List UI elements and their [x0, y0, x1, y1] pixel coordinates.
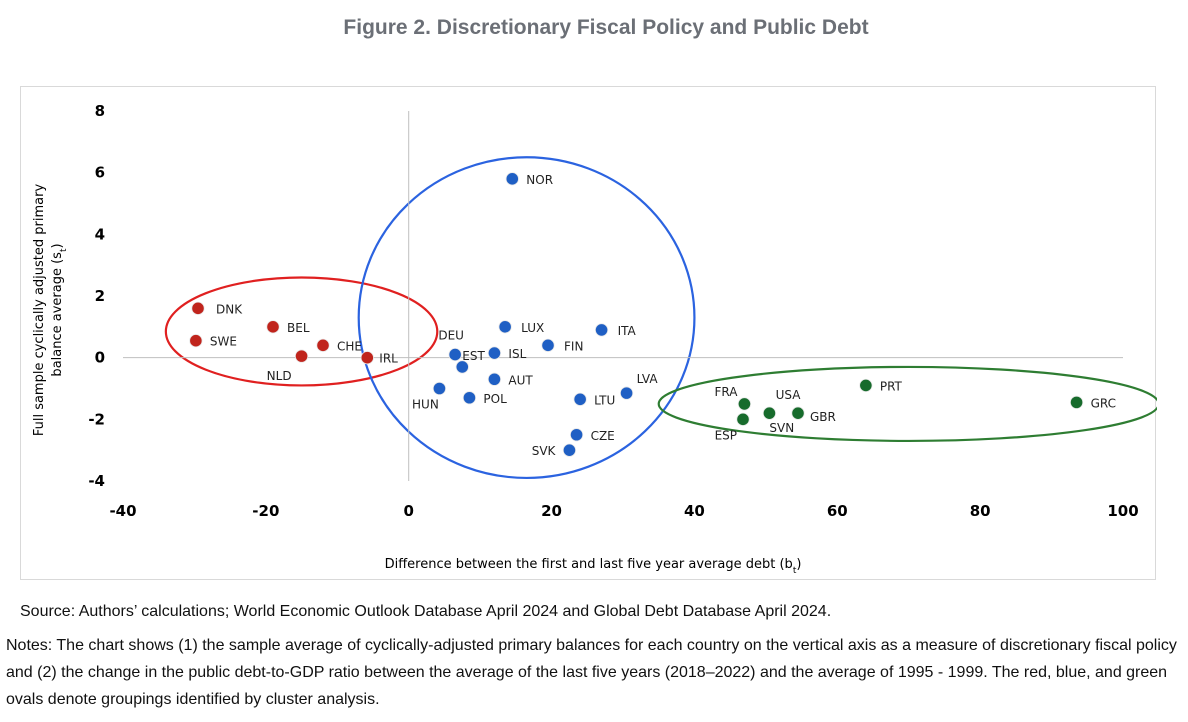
point-label-irl: IRL: [379, 352, 398, 366]
x-tick-label: -40: [109, 502, 136, 520]
point-label-ltu: LTU: [594, 393, 615, 407]
point-hun: [432, 381, 447, 396]
x-tick-label: 60: [827, 502, 848, 520]
point-swe: [189, 334, 203, 348]
cluster-ring-blue: [357, 156, 696, 480]
y-tick-label: -4: [88, 472, 105, 490]
point-pol: [462, 391, 477, 405]
cluster-ring-green: [657, 365, 1157, 443]
y-axis-label-line2: balance average (st): [50, 243, 69, 376]
point-label-pol: POL: [483, 392, 507, 406]
point-label-ita: ITA: [618, 324, 637, 338]
point-irl: [360, 351, 374, 365]
point-label-hun: HUN: [412, 398, 439, 412]
y-tick-label: 6: [95, 164, 105, 182]
point-label-svn: SVN: [769, 421, 794, 435]
point-deu: [448, 347, 462, 362]
point-lva: [619, 386, 634, 400]
source-note: Source: Authors’ calculations; World Eco…: [20, 603, 832, 620]
y-axis-label-sub: t: [59, 248, 69, 252]
y-tick-label: 2: [95, 287, 105, 305]
point-label-esp: ESP: [715, 428, 737, 442]
x-tick-label: 100: [1107, 502, 1138, 520]
y-tick-label: 8: [95, 102, 105, 120]
point-label-lux: LUX: [521, 321, 544, 335]
x-tick-label: 20: [541, 502, 562, 520]
point-che: [316, 338, 330, 352]
point-label-isl: ISL: [508, 347, 526, 361]
x-tick-label: 80: [970, 502, 991, 520]
point-grc: [1069, 395, 1084, 409]
point-lux: [498, 320, 512, 334]
point-aut: [487, 372, 502, 386]
point-ita: [594, 323, 609, 337]
point-isl: [487, 346, 502, 360]
point-label-lva: LVA: [637, 372, 659, 386]
y-tick-label: 4: [95, 225, 105, 243]
x-tick-label: -20: [252, 502, 279, 520]
cluster-ring-red: [164, 276, 439, 387]
y-axis-label-line1: Full sample cyclically adjusted primary: [32, 184, 47, 437]
point-svk: [562, 443, 577, 457]
point-est: [455, 360, 469, 374]
point-gbr: [791, 406, 805, 420]
point-bel: [266, 320, 280, 334]
point-label-fra: FRA: [714, 385, 738, 399]
y-tick-label: -2: [88, 410, 105, 428]
point-label-aut: AUT: [508, 373, 533, 387]
point-label-nld: NLD: [267, 369, 292, 383]
point-label-dnk: DNK: [216, 302, 243, 316]
point-cze: [569, 428, 584, 442]
point-svn: [762, 406, 777, 420]
chart-title: Figure 2. Discretionary Fiscal Policy an…: [343, 16, 869, 39]
point-ltu: [573, 392, 587, 406]
point-label-prt: PRT: [880, 379, 903, 393]
point-nor: [505, 172, 519, 186]
point-label-bel: BEL: [287, 321, 310, 335]
point-label-cze: CZE: [591, 429, 615, 443]
x-tick-label: 0: [403, 502, 413, 520]
x-axis-label-main: Difference between the first and last fi…: [385, 557, 793, 572]
x-tick-label: 40: [684, 502, 705, 520]
point-label-swe: SWE: [210, 335, 237, 349]
notes-text: Notes: The chart shows (1) the sample av…: [6, 637, 1177, 708]
y-tick-label: 0: [95, 349, 105, 367]
point-fra: [737, 397, 752, 411]
point-label-deu: DEU: [438, 329, 464, 343]
point-label-che: CHE: [337, 339, 362, 353]
x-axis-label-end: ): [796, 557, 801, 572]
point-label-est: EST: [462, 349, 485, 363]
point-label-usa: USA: [776, 388, 802, 402]
point-label-gbr: GBR: [810, 410, 836, 424]
y-axis-label-main: balance average (s: [50, 252, 65, 377]
point-label-grc: GRC: [1091, 396, 1116, 410]
point-dnk: [191, 301, 205, 315]
point-label-nor: NOR: [526, 173, 553, 187]
x-axis-label-sub: t: [793, 566, 797, 576]
point-esp: [736, 412, 750, 426]
point-label-fin: FIN: [564, 339, 583, 353]
point-nld: [294, 349, 309, 363]
point-fin: [541, 338, 555, 352]
y-axis-label-end: ): [50, 243, 65, 248]
x-axis-label: Difference between the first and last fi…: [385, 557, 802, 576]
chart-frame: -40 -20 0 20 40 60 80 100 8 6 4 2 0 -2 -4 DNK SWE BEL NLD…: [20, 86, 1157, 580]
point-label-svk: SVK: [532, 444, 557, 458]
point-prt: [859, 378, 873, 393]
